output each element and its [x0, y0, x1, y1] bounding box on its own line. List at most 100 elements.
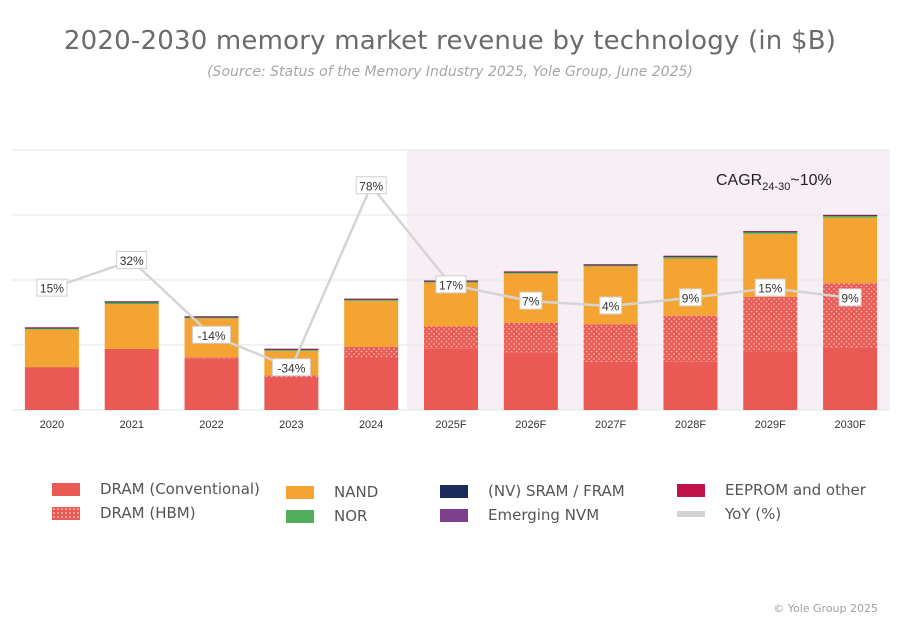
bar-segment-dram_hbm — [583, 324, 638, 362]
legend-label: NOR — [334, 507, 368, 525]
svg-text:4%: 4% — [602, 300, 620, 314]
legend-swatch — [52, 482, 80, 496]
svg-text:7%: 7% — [522, 295, 540, 309]
x-tick-label: 2023 — [279, 419, 303, 431]
bar-segment-dram_conv — [823, 347, 878, 410]
svg-text:9%: 9% — [682, 291, 700, 305]
bar-segment-dram_conv — [24, 367, 79, 410]
x-tick-label: 2021 — [119, 419, 143, 431]
bar-segment-nor — [743, 231, 798, 234]
bar-segment-eeprom — [24, 327, 79, 328]
legend-swatch — [286, 509, 314, 523]
svg-text:15%: 15% — [758, 282, 782, 296]
yoy-label: -14% — [192, 325, 232, 344]
legend-label: DRAM (Conventional) — [100, 480, 260, 498]
yoy-label: 17% — [435, 275, 467, 294]
bar-segment-dram_hbm — [663, 315, 718, 362]
bar-segment-sram_fram — [663, 256, 718, 257]
x-tick-label: 2025F — [435, 419, 466, 431]
legend-swatch — [52, 506, 80, 520]
bar-segment-eeprom — [823, 214, 878, 216]
bar-segment-nor — [344, 299, 399, 301]
bar-segment-sram_fram — [743, 231, 798, 233]
cagr-annotation: CAGR24-30~10% — [716, 172, 832, 193]
bar-segment-dram_hbm — [264, 375, 319, 378]
legend-item-nand: NAND — [286, 483, 378, 501]
bar-segment-dram_hbm — [344, 346, 399, 358]
legend-label: (NV) SRAM / FRAM — [488, 482, 625, 500]
legend-item-eeprom: EEPROM and other — [677, 481, 866, 499]
bar-segment-nor — [264, 349, 319, 351]
chart-subtitle: (Source: Status of the Memory Industry 2… — [207, 64, 693, 80]
legend-swatch — [440, 484, 468, 498]
bar-segment-dram_conv — [344, 358, 399, 410]
x-tick-label: 2026F — [515, 419, 546, 431]
chart-title: 2020-2030 memory market revenue by techn… — [63, 26, 837, 56]
bar-segment-eeprom — [583, 264, 638, 265]
bar-segment-sram_fram — [104, 301, 159, 303]
bar-segment-dram_hbm — [743, 296, 798, 352]
yoy-label: 4% — [599, 296, 623, 315]
x-tick-label: 2030F — [834, 419, 865, 431]
bar-segment-nor — [104, 302, 159, 305]
legend-swatch — [677, 483, 705, 497]
bar-segment-sram_fram — [264, 349, 319, 350]
copyright: © Yole Group 2025 — [773, 602, 878, 615]
yoy-label: 15% — [754, 278, 786, 297]
legend-item-nor: NOR — [286, 507, 367, 525]
bar-segment-eeprom — [503, 271, 558, 272]
svg-text:17%: 17% — [439, 278, 463, 292]
bar-segment-nor — [583, 265, 638, 267]
legend-label: NAND — [334, 483, 379, 501]
yoy-label: 32% — [116, 251, 148, 269]
legend-item-dram_hbm: DRAM (HBM) — [52, 504, 196, 522]
bar-segment-nor — [24, 328, 79, 330]
x-tick-label: 2027F — [595, 419, 626, 431]
bar-segment-nor — [184, 317, 239, 319]
bar-segment-eeprom — [663, 255, 718, 257]
legend-label: EEPROM and other — [725, 481, 866, 499]
legend-swatch — [440, 508, 468, 522]
bar-segment-sram_fram — [583, 264, 638, 266]
yoy-label: -34% — [271, 358, 311, 377]
bar-segment-eeprom — [184, 316, 239, 317]
bar-segment-eeprom — [264, 348, 319, 350]
legend-item-emerging_nvm: Emerging NVM — [440, 506, 599, 524]
svg-text:-34%: -34% — [277, 361, 305, 375]
x-tick-label: 2029F — [755, 419, 786, 431]
legend-label: YoY (%) — [725, 505, 782, 523]
bar-segment-nor — [663, 256, 718, 259]
bar-segment-dram_hbm — [503, 322, 558, 353]
bar-segment-dram_conv — [424, 348, 478, 410]
yoy-label: 78% — [355, 176, 387, 195]
legend-swatch — [677, 511, 705, 517]
yoy-label: 15% — [36, 278, 68, 297]
bar-segment-dram_hbm — [184, 357, 239, 359]
bar-segment-dram_conv — [583, 361, 638, 410]
bar-segment-eeprom — [344, 298, 399, 300]
bar-segment-nor — [823, 215, 878, 218]
svg-text:78%: 78% — [359, 179, 383, 193]
bar-segment-nand — [344, 300, 399, 347]
x-tick-label: 2022 — [199, 419, 223, 431]
bar-segment-nor — [503, 272, 558, 274]
bar-segment-dram_conv — [184, 358, 239, 410]
bar-segment-dram_conv — [104, 348, 159, 410]
legend-item-yoy: YoY (%) — [677, 505, 781, 523]
x-tick-label: 2024 — [359, 419, 383, 431]
bar-segment-nand — [663, 258, 718, 316]
bar-segment-dram_conv — [663, 361, 718, 410]
bar-segment-nand — [104, 304, 159, 349]
yoy-label: 7% — [519, 291, 543, 310]
x-tick-label: 2020 — [40, 419, 64, 431]
svg-text:-14%: -14% — [198, 329, 226, 343]
svg-text:32%: 32% — [120, 254, 144, 268]
bar-segment-dram_conv — [264, 377, 319, 410]
yoy-label: 9% — [678, 288, 702, 307]
bar-segment-sram_fram — [184, 316, 239, 318]
svg-text:15%: 15% — [40, 282, 64, 296]
bar-segment-eeprom — [104, 301, 159, 302]
bar-segment-eeprom — [743, 231, 798, 232]
bar-segment-sram_fram — [503, 271, 558, 273]
